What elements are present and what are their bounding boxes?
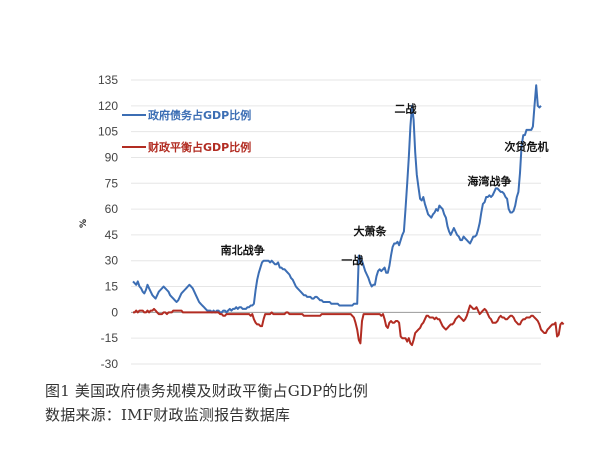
y-tick-label: 120 — [98, 99, 118, 113]
series-layer — [132, 84, 565, 347]
event-annotation: 海湾战争 — [467, 174, 511, 188]
y-tick-label: 105 — [98, 125, 118, 139]
y-tick-label: 60 — [105, 202, 119, 216]
y-tick-label: 30 — [105, 254, 119, 268]
legend: 政府债务占GDP比例 财政平衡占GDP比例 — [122, 108, 251, 154]
event-annotation: 二战 — [395, 102, 417, 116]
gridlines — [131, 79, 541, 365]
event-annotation: 南北战争 — [221, 243, 265, 257]
y-tick-label: -30 — [101, 357, 119, 371]
y-axis-label: % — [79, 219, 89, 228]
event-annotation: 大萧条 — [354, 224, 388, 238]
y-tick-label: 45 — [105, 228, 119, 242]
legend-debt-label: 政府债务占GDP比例 — [148, 108, 251, 122]
y-tick-label: -15 — [101, 331, 119, 345]
government-debt-line — [132, 84, 542, 314]
event-annotation: 一战 — [341, 253, 363, 267]
figure-caption: 图1 美国政府债务规模及财政平衡占GDP的比例 — [45, 382, 369, 400]
chart: 135 120 105 90 75 60 45 30 15 0 -15 -30 政府债务占GDP比例 … — [79, 73, 565, 371]
fiscal-balance-line — [133, 304, 565, 347]
legend-balance-label: 财政平衡占GDP比例 — [147, 140, 251, 154]
y-axis-ticks: 135 120 105 90 75 60 45 30 15 0 -15 -30 — [98, 73, 118, 371]
event-annotation: 次贷危机 — [504, 140, 548, 154]
source-caption: 数据来源：IMF财政监测报告数据库 — [45, 406, 291, 424]
y-tick-label: 0 — [111, 305, 118, 319]
y-tick-label: 75 — [105, 176, 119, 190]
y-tick-label: 15 — [105, 280, 119, 294]
y-tick-label: 90 — [105, 150, 119, 164]
y-tick-label: 135 — [98, 73, 118, 87]
